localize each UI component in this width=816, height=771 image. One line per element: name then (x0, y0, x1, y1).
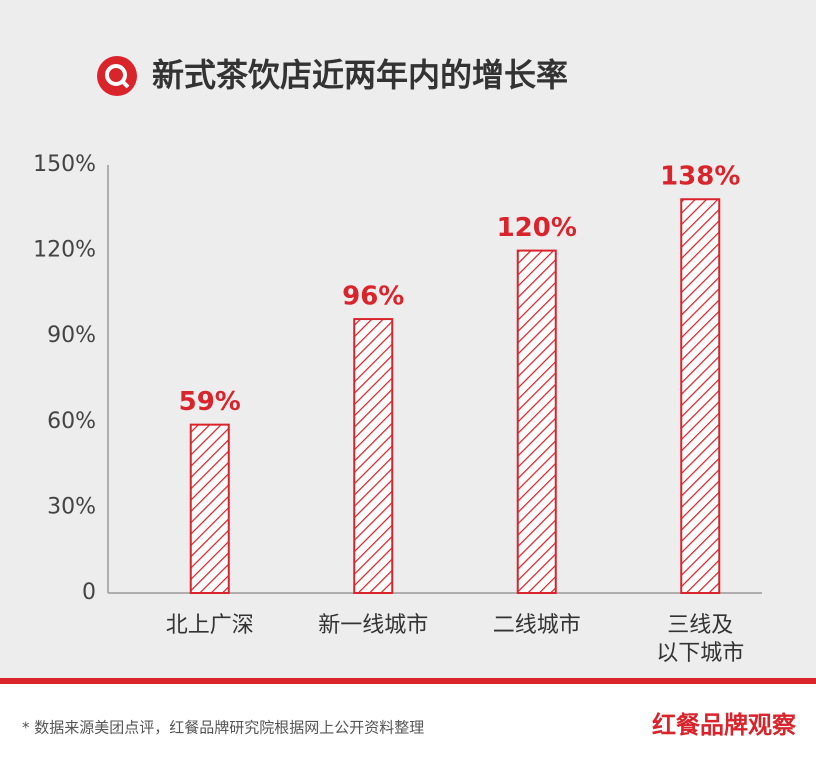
chart-title: 新式茶饮店近两年内的增长率 (152, 56, 568, 94)
y-tick-label: 120% (33, 238, 96, 263)
bar (189, 423, 230, 594)
x-tick-label: 三线及 以下城市 (656, 613, 745, 666)
bar (516, 249, 557, 594)
brand-logo: 红餐品牌观察 (652, 711, 797, 739)
y-tick-label: 30% (47, 494, 96, 519)
data-label: 59% (179, 387, 241, 417)
title-icon (97, 56, 137, 96)
panel (0, 0, 816, 680)
data-label: 138% (660, 162, 740, 192)
x-tick-label: 二线城市 (492, 613, 581, 638)
data-label: 96% (342, 282, 404, 312)
divider (0, 678, 816, 684)
y-tick-label: 0 (82, 580, 96, 605)
bar (680, 198, 721, 595)
y-tick-label: 150% (33, 152, 96, 177)
x-tick-label: 北上广深 (165, 613, 254, 638)
source-note: * 数据来源美团点评，红餐品牌研究院根据网上公开资料整理 (22, 719, 424, 737)
y-tick-label: 60% (47, 409, 96, 434)
data-label: 120% (497, 213, 577, 243)
bar (353, 318, 394, 594)
x-tick-label: 新一线城市 (318, 613, 429, 638)
y-tick-label: 90% (47, 323, 96, 348)
